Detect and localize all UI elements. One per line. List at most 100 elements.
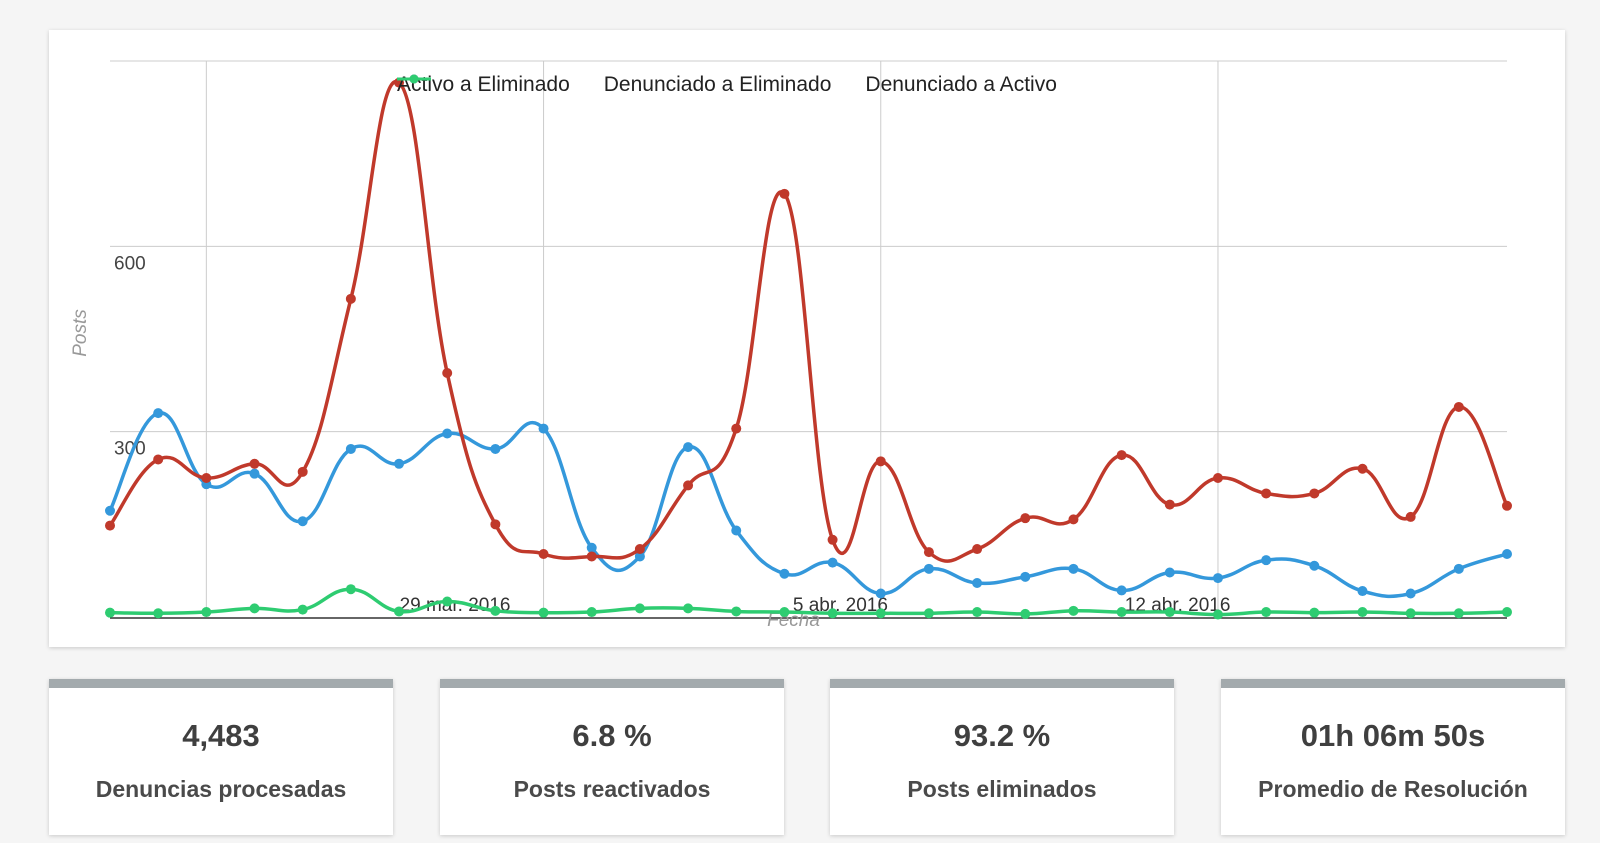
- data-point: [1453, 608, 1464, 619]
- data-point: [779, 188, 790, 199]
- data-point: [345, 443, 356, 454]
- stat-value: 4,483: [182, 718, 260, 753]
- stat-card-promedio: 01h 06m 50s Promedio de Resolución: [1221, 679, 1565, 835]
- series-denunciado-a-activo: [105, 584, 1512, 620]
- y-tick-label: 600: [114, 253, 146, 274]
- data-point: [1116, 450, 1127, 461]
- series-line: [108, 411, 1509, 599]
- data-point: [297, 466, 308, 477]
- data-point: [1357, 607, 1368, 618]
- series-activo-a-eliminado: [105, 77, 1512, 563]
- data-point: [683, 480, 694, 491]
- data-point: [1020, 513, 1031, 524]
- x-tick-label: 5 abr. 2016: [793, 595, 888, 616]
- x-tick-label: 29 mar. 2016: [400, 595, 511, 616]
- x-axis-title: Fecha: [767, 610, 820, 631]
- legend-label: Denunciado a Activo: [865, 73, 1057, 96]
- data-point: [1261, 555, 1272, 566]
- data-point: [1068, 605, 1079, 616]
- data-point: [875, 608, 886, 619]
- data-point: [538, 548, 549, 559]
- series-lines: [105, 77, 1512, 620]
- data-point: [1309, 607, 1320, 618]
- data-point: [105, 505, 115, 516]
- data-point: [1261, 488, 1272, 499]
- data-point: [153, 408, 164, 419]
- data-point: [201, 607, 212, 618]
- data-point: [1164, 567, 1175, 578]
- data-point: [586, 607, 597, 618]
- data-point: [249, 458, 260, 469]
- data-point: [827, 557, 838, 568]
- data-point: [442, 367, 453, 378]
- legend-item-denunciado-a-eliminado[interactable]: Denunciado a Eliminado: [397, 73, 832, 97]
- data-point: [1261, 607, 1272, 618]
- data-point: [345, 293, 356, 304]
- data-point: [1357, 463, 1368, 474]
- data-point: [634, 551, 645, 562]
- stat-label: Posts eliminados: [907, 776, 1097, 802]
- data-point: [442, 428, 453, 439]
- legend-swatch-icon: [397, 74, 431, 84]
- data-point: [442, 596, 453, 607]
- data-point: [1309, 488, 1320, 499]
- data-point: [1164, 499, 1175, 510]
- data-point: [972, 607, 983, 618]
- data-point: [972, 578, 983, 589]
- data-point: [249, 468, 260, 479]
- data-point: [105, 607, 115, 618]
- stat-card-denuncias: 4,483 Denuncias procesadas: [49, 679, 393, 835]
- y-tick-label: 300: [114, 439, 146, 460]
- data-point: [827, 534, 838, 545]
- legend-label: Denunciado a Eliminado: [603, 73, 832, 96]
- data-point: [1405, 588, 1416, 599]
- y-axis-title: Posts: [70, 309, 91, 357]
- stat-value: 6.8 %: [572, 718, 652, 753]
- data-point: [1502, 607, 1512, 618]
- data-point: [1357, 586, 1368, 597]
- data-point: [1020, 571, 1031, 582]
- data-point: [923, 608, 934, 619]
- data-point: [153, 608, 164, 619]
- data-point: [1164, 607, 1175, 618]
- data-point: [1453, 401, 1464, 412]
- data-point: [1502, 548, 1512, 559]
- stat-value: 01h 06m 50s: [1300, 718, 1486, 753]
- data-point: [586, 551, 597, 562]
- data-point: [297, 516, 308, 527]
- legend-item-denunciado-a-activo[interactable]: Denunciado a Activo: [397, 73, 1057, 97]
- data-point: [249, 603, 260, 614]
- series-denunciado-a-eliminado: [105, 408, 1512, 599]
- data-point: [586, 542, 597, 553]
- data-point: [875, 588, 886, 599]
- data-point: [875, 456, 886, 467]
- data-point: [1309, 560, 1320, 571]
- data-point: [1405, 511, 1416, 522]
- data-point: [1068, 563, 1079, 574]
- data-point: [1212, 573, 1223, 584]
- grid: [110, 60, 1507, 617]
- data-point: [297, 604, 308, 615]
- data-point: [1020, 608, 1031, 619]
- data-point: [827, 608, 838, 619]
- stat-label: Posts reactivados: [513, 776, 711, 802]
- data-point: [490, 519, 501, 530]
- data-point: [779, 607, 790, 618]
- data-point: [634, 544, 645, 555]
- data-point: [731, 423, 742, 434]
- stat-card-reactivados: 6.8 % Posts reactivados: [440, 679, 784, 835]
- legend: Activo a Eliminado Denunciado a Eliminad…: [397, 73, 1057, 97]
- data-point: [1453, 563, 1464, 574]
- stat-label: Denuncias procesadas: [95, 776, 347, 802]
- data-point: [923, 563, 934, 574]
- data-point: [683, 603, 694, 614]
- data-point: [779, 568, 790, 579]
- series-line: [108, 79, 1509, 563]
- data-point: [490, 605, 501, 616]
- data-point: [1212, 609, 1223, 620]
- stat-label: Promedio de Resolución: [1258, 776, 1528, 802]
- data-point: [1502, 500, 1512, 511]
- data-point: [538, 423, 549, 434]
